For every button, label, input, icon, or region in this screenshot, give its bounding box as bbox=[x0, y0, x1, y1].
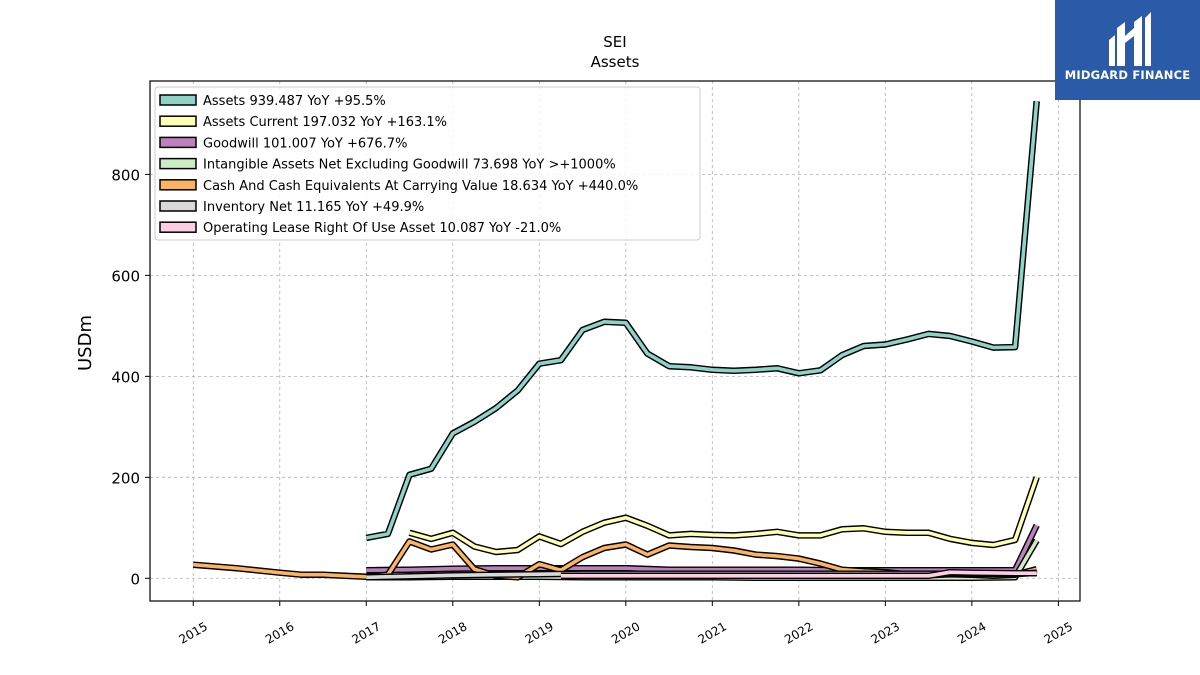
series-layer bbox=[193, 100, 1040, 582]
chart-subtitle: Assets bbox=[591, 53, 640, 71]
legend-item: Goodwill 101.007 YoY +676.7% bbox=[159, 136, 407, 151]
legend-item: Intangible Assets Net Excluding Goodwill… bbox=[159, 157, 616, 173]
legend-item: Assets Current 197.032 YoY +163.1% bbox=[159, 115, 447, 130]
legend-label: Inventory Net 11.165 YoY +49.9% bbox=[203, 200, 424, 215]
y-tick-label: 800 bbox=[111, 166, 140, 184]
legend-swatch bbox=[159, 115, 197, 127]
x-tick-label: 2019 bbox=[523, 619, 556, 646]
series-2 bbox=[408, 476, 1040, 556]
x-tick-label: 2015 bbox=[177, 619, 210, 646]
legend-swatch bbox=[159, 94, 197, 106]
legend-swatch bbox=[159, 157, 197, 170]
brand-name: MIDGARD FINANCE bbox=[1064, 68, 1191, 82]
legend-label: Operating Lease Right Of Use Asset 10.08… bbox=[203, 221, 561, 236]
series-line bbox=[365, 101, 1039, 540]
legend-swatch bbox=[159, 221, 197, 233]
x-tick-label: 2024 bbox=[955, 619, 988, 646]
brand-logo: MIDGARD FINANCE bbox=[1055, 0, 1200, 100]
legend-label: Intangible Assets Net Excluding Goodwill… bbox=[203, 158, 616, 173]
x-tick-label: 2025 bbox=[1042, 619, 1075, 646]
legend-label: Goodwill 101.007 YoY +676.7% bbox=[203, 136, 407, 151]
series-7 bbox=[560, 568, 1037, 580]
series-line bbox=[560, 570, 1037, 578]
series-outline bbox=[408, 476, 1040, 556]
series-line bbox=[409, 476, 1039, 554]
legend-label: Cash And Cash Equivalents At Carrying Va… bbox=[203, 179, 638, 194]
x-tick-label: 2016 bbox=[263, 619, 296, 646]
x-tick-label: 2017 bbox=[350, 619, 383, 646]
brand-mark-icon bbox=[1109, 12, 1151, 66]
x-tick-label: 2018 bbox=[436, 619, 469, 646]
legend-item: Assets 939.487 YoY +95.5% bbox=[159, 94, 386, 109]
y-tick-label: 600 bbox=[111, 267, 140, 285]
legend: Assets 939.487 YoY +95.5% Assets Current … bbox=[154, 86, 701, 241]
legend-item: Inventory Net 11.165 YoY +49.9% bbox=[159, 200, 424, 215]
legend-item: Operating Lease Right Of Use Asset 10.08… bbox=[159, 221, 561, 236]
legend-item: Cash And Cash Equivalents At Carrying Va… bbox=[159, 179, 638, 194]
legend-label: Assets 939.487 YoY +95.5% bbox=[203, 94, 386, 109]
legend-label: Assets Current 197.032 YoY +163.1% bbox=[203, 115, 447, 130]
legend-swatch bbox=[159, 179, 197, 191]
legend-box bbox=[154, 86, 701, 241]
legend-swatch bbox=[159, 136, 197, 149]
y-tick-label: 0 bbox=[130, 570, 140, 588]
y-axis-label: USDm bbox=[75, 315, 96, 371]
plot-frame bbox=[149, 80, 1081, 602]
x-tick-label: 2021 bbox=[696, 619, 729, 646]
x-tick-label: 2022 bbox=[782, 619, 815, 646]
y-tick-label: 400 bbox=[111, 368, 140, 386]
y-tick-label: 200 bbox=[111, 469, 140, 487]
x-tick-label: 2023 bbox=[869, 619, 902, 646]
x-tick-label: 2020 bbox=[609, 619, 642, 646]
series-1 bbox=[365, 100, 1040, 542]
legend-swatch bbox=[159, 200, 197, 212]
chart-title: SEI bbox=[603, 33, 626, 51]
